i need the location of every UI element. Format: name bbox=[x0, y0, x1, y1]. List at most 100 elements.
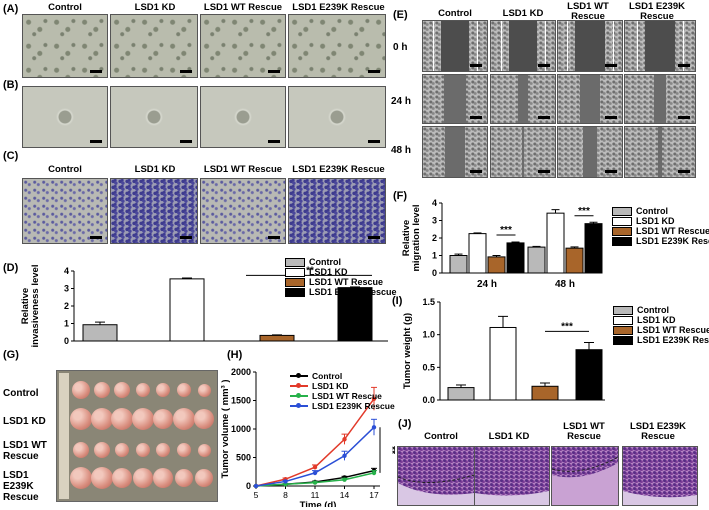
panel-j-col-control: Control bbox=[424, 431, 458, 442]
panel-b-image-e239k bbox=[288, 86, 386, 148]
data-point bbox=[283, 479, 288, 484]
scratch-edge bbox=[477, 21, 478, 71]
scale-bar bbox=[678, 64, 690, 67]
legend-label: LSD1 WT Rescue bbox=[312, 390, 382, 401]
panel-a-image-e239k bbox=[288, 14, 386, 78]
tumor bbox=[176, 443, 191, 457]
panel-j-image-control bbox=[397, 446, 475, 506]
tumor bbox=[93, 442, 110, 458]
legend-label: Control bbox=[309, 256, 341, 267]
legend-swatch bbox=[612, 216, 632, 226]
scale-bar bbox=[538, 170, 550, 173]
tumor bbox=[115, 443, 129, 457]
legend-h-kd: LSD1 KD bbox=[290, 381, 395, 391]
legend-line bbox=[290, 403, 308, 408]
legend-line bbox=[290, 373, 308, 378]
wound-image bbox=[624, 74, 696, 124]
legend-h-e239k: LSD1 E239K Rescue bbox=[290, 401, 395, 411]
scale-bar bbox=[470, 170, 482, 173]
legend-swatch bbox=[285, 287, 305, 297]
panel-j-col-e239k: LSD1 E239K Rescue bbox=[630, 421, 686, 442]
legend-line bbox=[290, 383, 308, 388]
legend-swatch bbox=[613, 325, 633, 335]
y-tick-label: 3 bbox=[432, 216, 437, 226]
panel-label-j: (J) bbox=[398, 418, 412, 430]
tissue-boundary bbox=[398, 474, 474, 505]
bar bbox=[531, 385, 559, 401]
y-axis-label: Relative bbox=[402, 220, 412, 256]
scratch-gap bbox=[522, 127, 524, 177]
scratch-gap bbox=[645, 21, 675, 71]
significance-label: ** bbox=[386, 446, 395, 454]
data-point bbox=[312, 480, 318, 485]
scale-bar bbox=[470, 64, 482, 67]
legend-label: LSD1 E239K Rescue bbox=[637, 334, 709, 345]
panel-b-image-kd bbox=[110, 86, 198, 148]
y-tick-label: 4 bbox=[64, 266, 69, 276]
bar bbox=[506, 242, 525, 274]
legend-swatch bbox=[612, 206, 632, 216]
tumor bbox=[197, 443, 211, 457]
panel-a-col-wt: LSD1 WT Rescue bbox=[203, 2, 283, 13]
chart-d: 0 1 2 3 4 Relative invasiveness level ** bbox=[20, 265, 388, 347]
data-point bbox=[312, 464, 318, 470]
legend-label: LSD1 E239K Rescue bbox=[636, 235, 709, 246]
scratch-edge bbox=[683, 21, 684, 71]
bar bbox=[584, 223, 603, 274]
panel-c-col-control: Control bbox=[48, 164, 82, 175]
y-tick-label: 0 bbox=[64, 336, 69, 346]
scale-bar bbox=[605, 170, 617, 173]
tissue-boundary bbox=[552, 456, 618, 505]
legend-i-kd: LSD1 KD bbox=[613, 315, 709, 325]
tumor bbox=[156, 443, 170, 457]
panel-label-f: (F) bbox=[393, 190, 408, 202]
bar bbox=[447, 387, 475, 401]
tissue-boundary bbox=[475, 491, 549, 505]
tumor bbox=[194, 409, 214, 429]
panel-e-col-e239k: LSD1 E239K Rescue bbox=[629, 1, 685, 22]
legend-i-control: Control bbox=[613, 305, 709, 315]
ruler bbox=[59, 373, 69, 499]
legend-d-e239k: LSD1 E239K Rescue bbox=[285, 287, 397, 297]
panel-c-image-kd bbox=[110, 178, 198, 244]
panel-j-col-kd: LSD1 KD bbox=[488, 431, 530, 442]
panel-a-col-control: Control bbox=[48, 2, 82, 13]
y-tick-label: 1000 bbox=[231, 424, 251, 434]
data-point bbox=[312, 470, 318, 476]
panel-e-row-0h: 0 h bbox=[393, 42, 408, 53]
significance-label: *** bbox=[561, 321, 573, 332]
legend-label: LSD1 E239K Rescue bbox=[312, 400, 395, 411]
legend-label: Control bbox=[637, 304, 669, 315]
x-tick-label: 8 bbox=[283, 490, 288, 500]
x-tick-label: 5 bbox=[254, 490, 259, 500]
legend-swatch bbox=[285, 267, 305, 277]
panel-label-a: (A) bbox=[3, 3, 19, 15]
scratch-edge bbox=[567, 21, 568, 71]
significance-label: *** bbox=[578, 206, 590, 217]
y-tick-label: 0.0 bbox=[422, 395, 435, 405]
legend-swatch bbox=[285, 277, 305, 287]
y-tick-label: 3 bbox=[64, 284, 69, 294]
panel-c-image-control bbox=[22, 178, 108, 244]
scale-bar bbox=[678, 170, 690, 173]
scratch-gap bbox=[583, 127, 597, 177]
y-tick-label: 1500 bbox=[231, 396, 251, 406]
legend-d-kd: LSD1 KD bbox=[285, 267, 397, 277]
legend-d-wt: LSD1 WT Rescue bbox=[285, 277, 397, 287]
scratch-edge bbox=[501, 21, 502, 71]
scale-bar bbox=[538, 64, 550, 67]
tumor bbox=[90, 467, 113, 489]
wound-image bbox=[422, 126, 488, 178]
wound-image bbox=[422, 74, 488, 124]
tumor bbox=[73, 442, 89, 458]
panel-label-g: (G) bbox=[3, 349, 19, 361]
panel-g-tumor-photo bbox=[56, 370, 218, 502]
legend-label: LSD1 WT Rescue bbox=[636, 225, 709, 236]
y-tick-label: 1.0 bbox=[422, 330, 435, 340]
data-point bbox=[342, 477, 347, 482]
tumor bbox=[174, 469, 193, 487]
y-axis-label: Tumor weight (g) bbox=[402, 313, 413, 389]
data-point bbox=[253, 483, 259, 489]
scratch-gap bbox=[658, 127, 662, 177]
legend-label: Control bbox=[312, 370, 343, 381]
